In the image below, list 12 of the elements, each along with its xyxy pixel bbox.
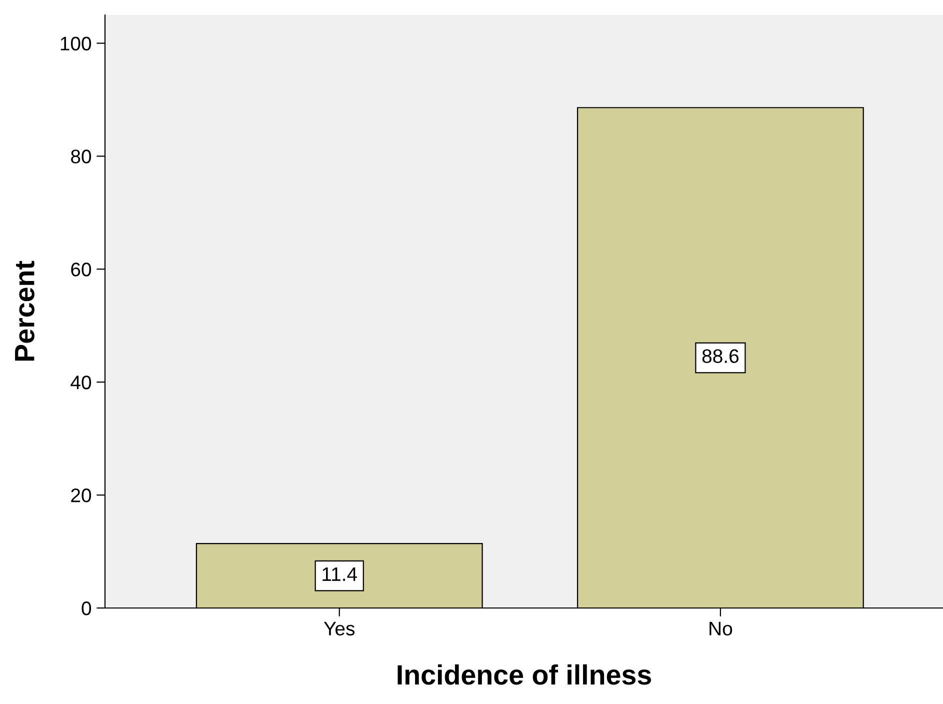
x-axis-title: Incidence of illness bbox=[398, 664, 651, 685]
y-tick-label: 100 bbox=[60, 36, 92, 50]
y-tick-label: 60 bbox=[71, 262, 92, 276]
y-tick-label: 80 bbox=[71, 150, 92, 164]
x-tick-label: Yes bbox=[324, 622, 355, 636]
data-label: 88.6 bbox=[702, 349, 739, 364]
y-tick-label: 40 bbox=[70, 376, 92, 390]
x-tick-label: No bbox=[710, 622, 732, 636]
y-axis-title: Percent bbox=[15, 260, 34, 361]
data-label: 11.4 bbox=[322, 567, 358, 581]
y-tick-label: 0 bbox=[82, 601, 92, 616]
y-tick-label: 20 bbox=[71, 488, 92, 502]
